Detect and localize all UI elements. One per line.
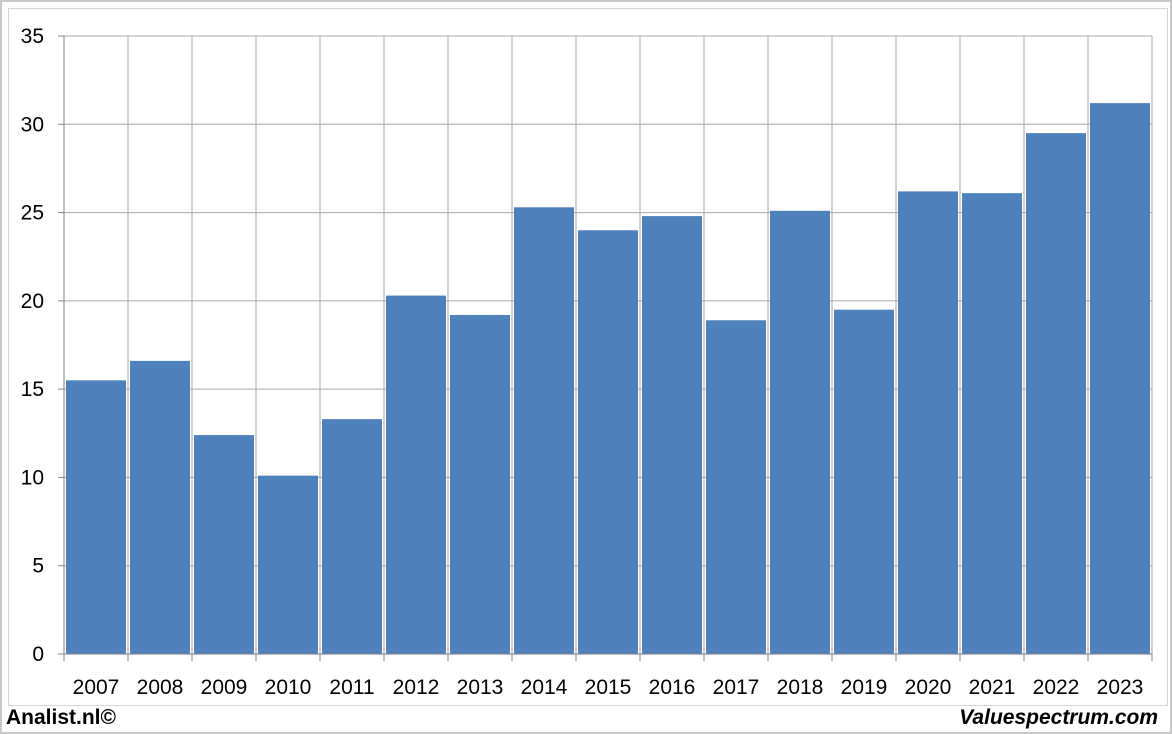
y-tick-label: 10	[21, 466, 44, 489]
x-tick-label: 2011	[329, 676, 374, 699]
x-tick-label: 2019	[841, 676, 888, 699]
bar-2022	[1026, 133, 1086, 655]
bar-2014	[514, 207, 574, 654]
bar-2017	[706, 320, 766, 654]
x-tick-label: 2013	[457, 676, 504, 699]
bar-2018	[770, 210, 830, 654]
bar-2023	[1090, 103, 1150, 654]
x-tick-label: 2015	[585, 676, 632, 699]
bar-2020	[898, 191, 958, 654]
x-tick-label: 2012	[393, 676, 440, 699]
x-tick-label: 2014	[521, 676, 568, 699]
x-tick-label: 2016	[649, 676, 696, 699]
bar-2009	[194, 435, 254, 654]
x-tick-label: 2017	[713, 676, 760, 699]
y-tick-label: 5	[32, 555, 44, 578]
x-tick-label: 2023	[1097, 676, 1144, 699]
bar-2008	[130, 360, 190, 654]
y-tick-label: 15	[21, 378, 44, 401]
site-credit: Valuespectrum.com	[959, 706, 1158, 729]
bar-2016	[642, 216, 702, 655]
bar-2015	[578, 230, 638, 654]
bar-2019	[834, 309, 894, 654]
x-tick-label: 2022	[1033, 676, 1080, 699]
bar-2010	[258, 475, 318, 654]
y-tick-label: 35	[21, 25, 44, 48]
x-tick-label: 2007	[73, 676, 120, 699]
bar-chart: 0 5 10 15 20 25 30 35 2007 2008 2009 2010 2011 2012 20…	[21, 25, 1153, 699]
y-tick-label: 30	[21, 113, 44, 136]
y-tick-label: 20	[21, 290, 44, 313]
source-credit: Analist.nl©	[6, 706, 116, 729]
y-tick-label: 25	[21, 202, 44, 225]
footer: Analist.nl© Valuespectrum.com	[0, 704, 1172, 734]
y-tick-label: 0	[32, 643, 44, 666]
x-tick-label: 2018	[777, 676, 824, 699]
bar-2012	[386, 295, 446, 654]
bar-2011	[322, 419, 382, 654]
bar-2013	[450, 314, 510, 654]
bar-2021	[962, 193, 1022, 655]
x-tick-label: 2021	[969, 676, 1016, 699]
x-tick-label: 2009	[201, 676, 248, 699]
bar-2007	[66, 380, 126, 654]
x-tick-label: 2008	[137, 676, 184, 699]
x-tick-label: 2010	[265, 676, 312, 699]
x-tick-label: 2020	[905, 676, 952, 699]
